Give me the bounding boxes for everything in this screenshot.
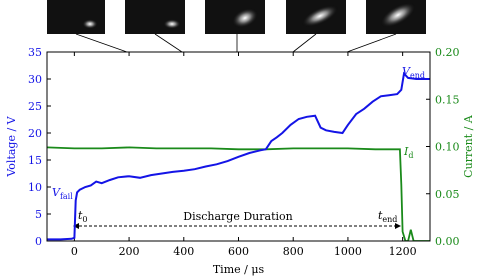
i-d-label: Id <box>403 145 413 160</box>
x-axis-label: Time / μs <box>213 263 265 276</box>
v-fail-label-sub: fail <box>60 192 73 201</box>
v-end-label-main: V <box>402 65 411 78</box>
t0-label: t0 <box>78 209 88 224</box>
y2-axis-label: Current / A <box>462 114 475 178</box>
y2-tick-label: 0.00 <box>435 235 460 248</box>
v-fail-label: Vfail <box>52 186 73 201</box>
y-tick-label: 5 <box>35 208 42 221</box>
plot-frame <box>46 51 431 242</box>
tend-label-main: t <box>378 209 383 222</box>
y-tick-label: 35 <box>28 46 42 59</box>
i-d-label-main: I <box>403 145 409 158</box>
v-end-label-sub: end <box>410 71 425 80</box>
x-tick-label: 1200 <box>389 245 417 258</box>
y2-tick-label: 0.20 <box>435 46 460 59</box>
y2-tick-label: 0.05 <box>435 188 460 201</box>
y-tick-label: 15 <box>28 154 42 167</box>
tend-label: tend <box>378 209 397 224</box>
y-tick-label: 20 <box>28 127 42 140</box>
duration-label: Discharge Duration <box>183 210 292 223</box>
y-tick-label: 0 <box>35 235 42 248</box>
y2-tick-label: 0.10 <box>435 141 460 154</box>
t0-label-sub: 0 <box>82 215 87 224</box>
frames <box>47 0 426 53</box>
series-line <box>47 146 430 241</box>
x-tick-label: 200 <box>119 245 140 258</box>
t0-label-main: t <box>78 209 83 222</box>
i-d-label-sub: d <box>408 151 413 160</box>
x-tick-label: 800 <box>283 245 304 258</box>
x-tick-label: 0 <box>71 245 78 258</box>
series-line <box>47 71 430 241</box>
x-tick-label: 1000 <box>334 245 362 258</box>
v-end-label: Vend <box>402 65 425 80</box>
v-fail-label-main: V <box>52 186 61 199</box>
x-tick-label: 400 <box>173 245 194 258</box>
y-tick-label: 10 <box>28 181 42 194</box>
y-axis-label: Voltage / V <box>5 115 18 177</box>
y-tick-label: 30 <box>28 73 42 86</box>
tend-label-sub: end <box>382 215 397 224</box>
x-tick-label: 600 <box>228 245 249 258</box>
y-tick-label: 25 <box>28 100 42 113</box>
y2-tick-label: 0.15 <box>435 93 460 106</box>
